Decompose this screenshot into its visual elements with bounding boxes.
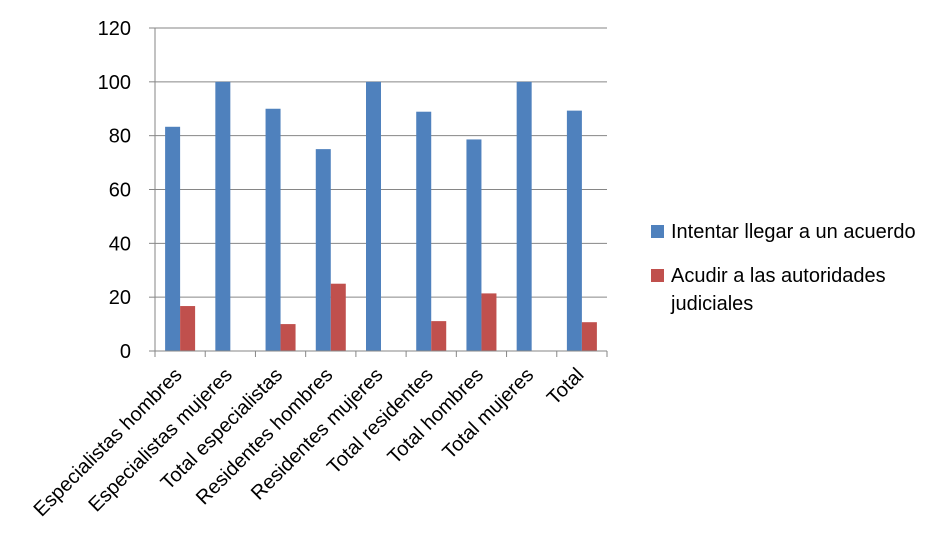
x-tick-label: Total (543, 364, 588, 409)
bar-acuerdo (466, 139, 482, 351)
bars (165, 81, 597, 352)
bar-acuerdo (566, 110, 582, 352)
y-tick-label: 40 (109, 233, 131, 255)
legend-label-autoridades: Acudir a las autoridades judiciales (671, 265, 886, 315)
bar-acuerdo (516, 81, 532, 351)
bar-acuerdo (165, 126, 181, 351)
bar-acuerdo (366, 81, 381, 351)
bar-acuerdo (265, 108, 281, 351)
y-tick-label: 100 (98, 72, 131, 94)
legend: Intentar llegar a un acuerdo Acudir a la… (651, 218, 946, 334)
legend-item-autoridades: Acudir a las autoridades judiciales (651, 262, 946, 318)
axes (149, 27, 608, 357)
y-tick-label: 60 (109, 180, 131, 202)
bar-autoridades (280, 324, 296, 351)
bar-autoridades (431, 321, 447, 351)
legend-swatch-acuerdo (651, 225, 664, 238)
legend-swatch-autoridades (651, 269, 664, 282)
bar-autoridades (180, 306, 196, 351)
bar-autoridades (330, 283, 346, 351)
y-tick-label: 80 (109, 126, 131, 148)
bar-acuerdo (416, 111, 432, 351)
bar-acuerdo (315, 149, 331, 351)
bar-acuerdo (215, 81, 231, 351)
y-tick-label: 120 (98, 18, 131, 40)
y-tick-labels: 0 20 40 60 80 100 120 (98, 18, 131, 363)
y-tick-label: 0 (120, 341, 131, 363)
bar-autoridades (481, 293, 497, 351)
legend-label-acuerdo: Intentar llegar a un acuerdo (671, 221, 916, 243)
bar-autoridades (581, 322, 597, 351)
legend-item-acuerdo: Intentar llegar a un acuerdo (651, 218, 946, 246)
y-tick-label: 20 (109, 287, 131, 309)
